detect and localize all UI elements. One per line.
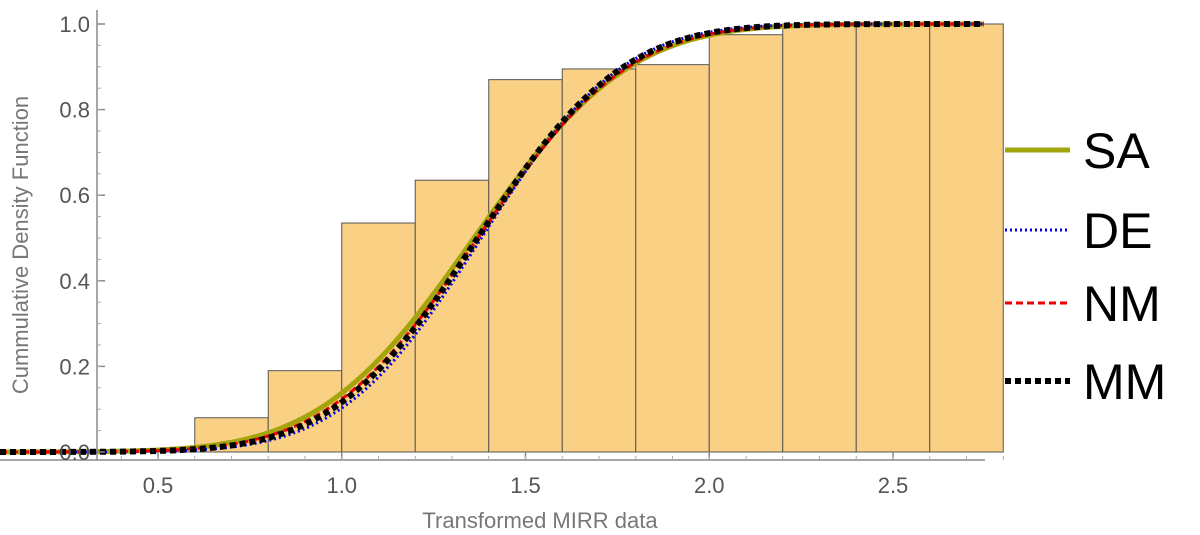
y-tick-label: 0.8 (59, 98, 90, 123)
histogram-bar-9 (708, 34, 784, 453)
histogram-bar-12 (929, 23, 1004, 453)
histogram-bar-8 (635, 64, 710, 453)
legend-label-sa: SA (1083, 123, 1150, 179)
cdf-curves (0, 21, 984, 455)
histogram-bar-7 (561, 68, 637, 453)
x-axis-title: Transformed MIRR data (422, 508, 658, 533)
x-tick-label: 2.5 (878, 473, 909, 498)
x-tick-label: 2.0 (694, 473, 725, 498)
histogram-bar-4 (341, 222, 416, 453)
legend: SA DE NM MM (1005, 123, 1166, 410)
y-tick-label: 0.0 (59, 440, 90, 465)
legend-label-nm: NM (1083, 276, 1161, 332)
y-tick-label: 1.0 (59, 12, 90, 37)
histogram-bar-10 (782, 23, 857, 453)
legend-label-de: DE (1083, 203, 1152, 259)
x-tick-label: 0.5 (143, 473, 174, 498)
x-tick-label: 1.0 (326, 473, 357, 498)
histogram-bar-6 (488, 79, 563, 453)
x-axis-ticks: 0.5 1.0 1.5 2.0 2.5 (120, 452, 1004, 498)
y-axis-title: Cummulative Density Function (8, 96, 33, 394)
series-line-de (0, 22, 984, 454)
y-axis-ticks: 0.0 0.2 0.4 0.6 0.8 1.0 (59, 12, 105, 465)
y-tick-label: 0.2 (59, 354, 90, 379)
histogram-bars (120, 23, 1004, 453)
histogram-bar-3 (267, 370, 343, 453)
legend-label-mm: MM (1083, 354, 1166, 410)
series-line-mm (0, 21, 984, 455)
y-tick-label: 0.6 (59, 183, 90, 208)
axes (0, 10, 985, 461)
y-tick-label: 0.4 (59, 269, 90, 294)
histogram-bar-11 (855, 23, 931, 453)
x-tick-label: 1.5 (510, 473, 541, 498)
